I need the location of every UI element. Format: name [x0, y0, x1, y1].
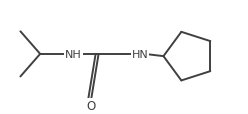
Text: O: O — [86, 99, 95, 112]
Text: NH: NH — [65, 49, 82, 59]
Text: HN: HN — [132, 49, 148, 59]
